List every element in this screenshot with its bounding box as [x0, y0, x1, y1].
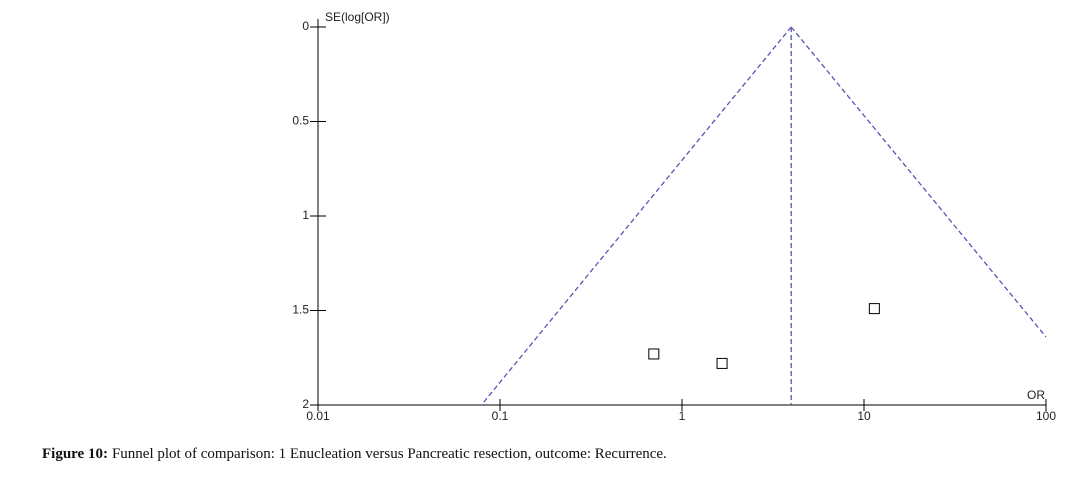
point: [648, 348, 660, 360]
x-tick-label: 10: [857, 409, 871, 423]
point: [716, 357, 728, 369]
x-tick-label: 100: [1036, 409, 1056, 423]
x-tick-label: 0.1: [492, 409, 509, 423]
point: [868, 303, 880, 315]
y-axis-label: SE(log[OR]): [325, 10, 390, 24]
funnel-line: [480, 26, 792, 406]
y-tick-label: 1: [302, 208, 309, 222]
caption: Figure 10: Funnel plot of comparison: 1 E…: [42, 446, 667, 462]
funnel-line: [790, 26, 1047, 338]
y-tick-label: 2: [302, 397, 309, 411]
y-tick-label: 1.5: [292, 303, 309, 317]
y-tick-label: 0: [302, 19, 309, 33]
x-tick-label: 1: [679, 409, 686, 423]
caption-text: Funnel plot of comparison: 1 Enucleation…: [112, 446, 667, 462]
x-axis-label: OR: [1027, 388, 1045, 402]
x-tick-label: 0.01: [306, 409, 330, 423]
y-tick-label: 0.5: [292, 114, 309, 128]
caption-label: Figure 10:: [42, 446, 108, 462]
